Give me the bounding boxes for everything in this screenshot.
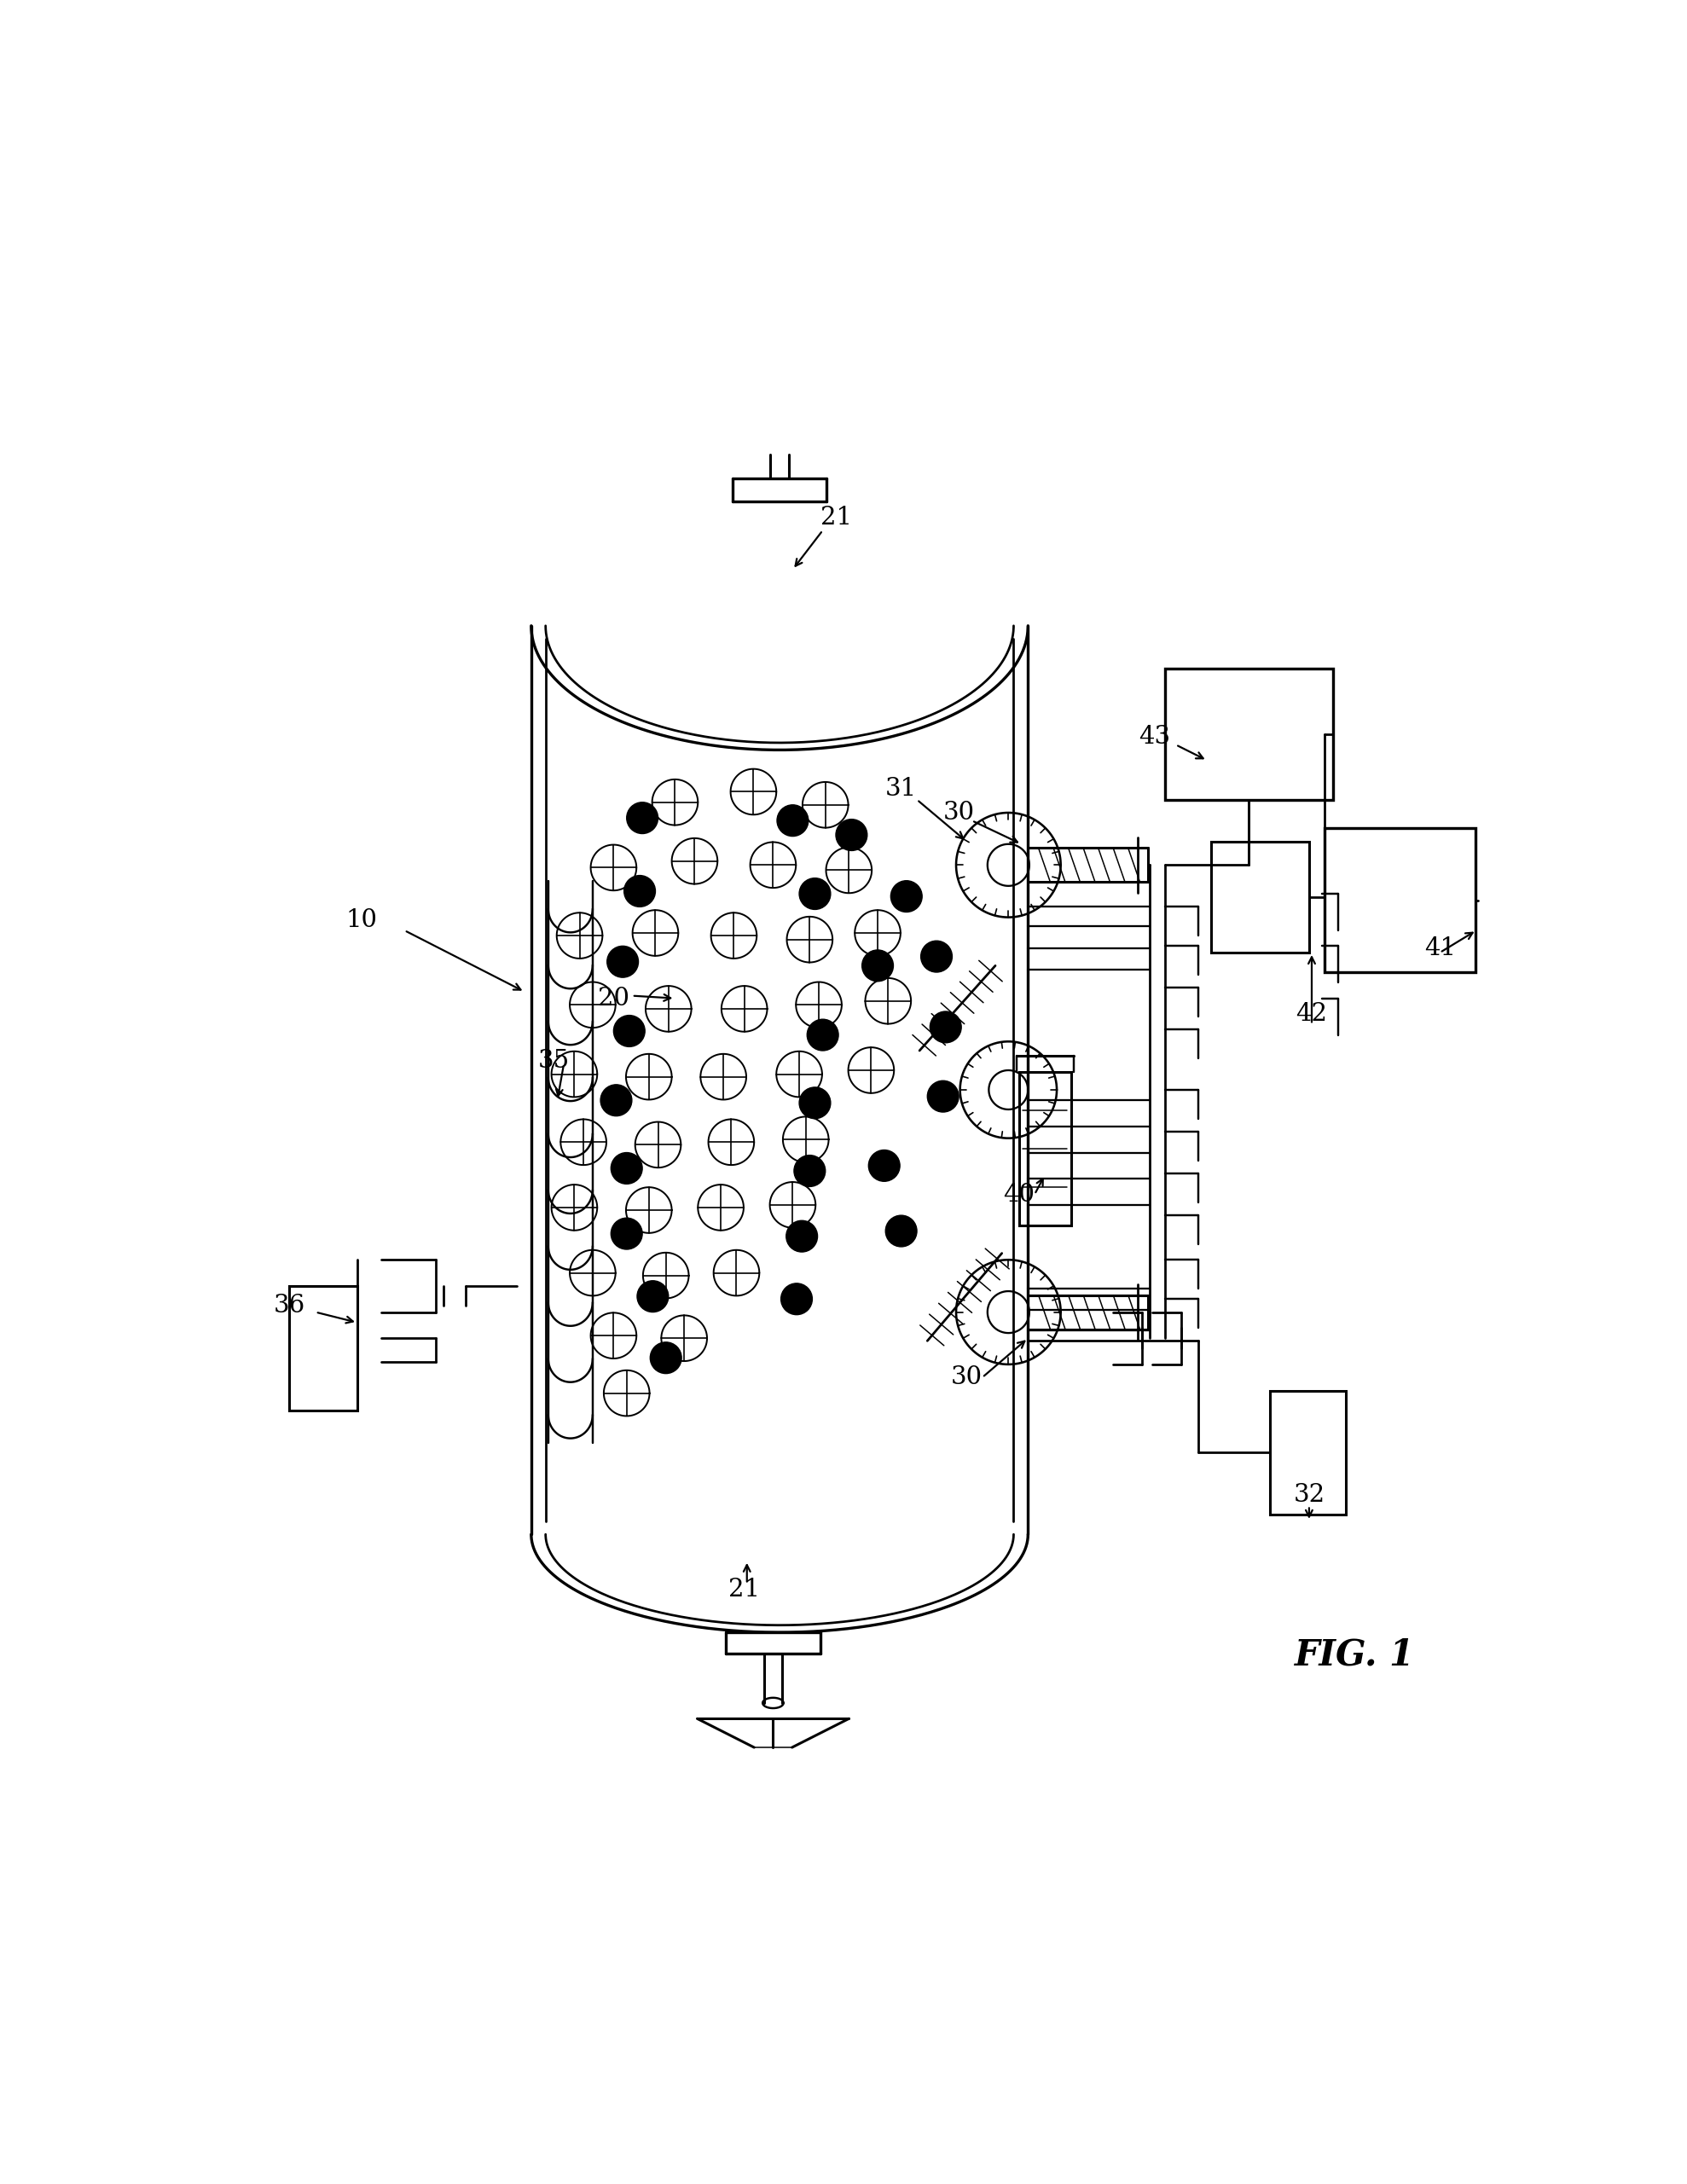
Circle shape (607, 946, 638, 978)
Text: 43: 43 (1139, 725, 1171, 749)
Text: 36: 36 (273, 1293, 305, 1317)
Text: 30: 30 (951, 1365, 982, 1389)
Circle shape (930, 1011, 962, 1042)
Circle shape (928, 1081, 958, 1112)
Circle shape (614, 1016, 644, 1046)
Text: 21: 21 (729, 1577, 761, 1601)
Circle shape (921, 941, 951, 972)
Circle shape (891, 880, 923, 913)
Circle shape (611, 1153, 643, 1184)
Text: 20: 20 (597, 987, 629, 1011)
Bar (290, 1286, 358, 1411)
Circle shape (806, 1020, 838, 1051)
Bar (1270, 1391, 1346, 1516)
Circle shape (795, 1155, 825, 1186)
Bar (1211, 841, 1309, 952)
Circle shape (800, 1088, 830, 1118)
Circle shape (781, 1284, 813, 1315)
Circle shape (626, 802, 658, 834)
Circle shape (786, 1221, 818, 1251)
Circle shape (800, 878, 830, 909)
Circle shape (611, 1219, 643, 1249)
Text: 21: 21 (820, 505, 852, 529)
Circle shape (835, 819, 867, 850)
Circle shape (649, 1343, 682, 1374)
Text: 40: 40 (1004, 1182, 1034, 1206)
Circle shape (778, 806, 808, 836)
Circle shape (624, 876, 656, 906)
Text: 10: 10 (346, 909, 376, 933)
Text: 30: 30 (943, 802, 975, 826)
Bar (1324, 828, 1474, 972)
Text: 31: 31 (886, 778, 918, 802)
Text: 41: 41 (1424, 937, 1456, 961)
Circle shape (862, 950, 894, 981)
Text: 42: 42 (1296, 1002, 1328, 1026)
Text: 32: 32 (1294, 1483, 1324, 1507)
Bar (1019, 1072, 1071, 1225)
Circle shape (869, 1151, 899, 1182)
Text: FIG. 1: FIG. 1 (1294, 1636, 1415, 1673)
Circle shape (886, 1214, 918, 1247)
Bar (1166, 668, 1333, 799)
Text: 35: 35 (538, 1048, 569, 1072)
Circle shape (638, 1280, 668, 1313)
Circle shape (601, 1085, 633, 1116)
